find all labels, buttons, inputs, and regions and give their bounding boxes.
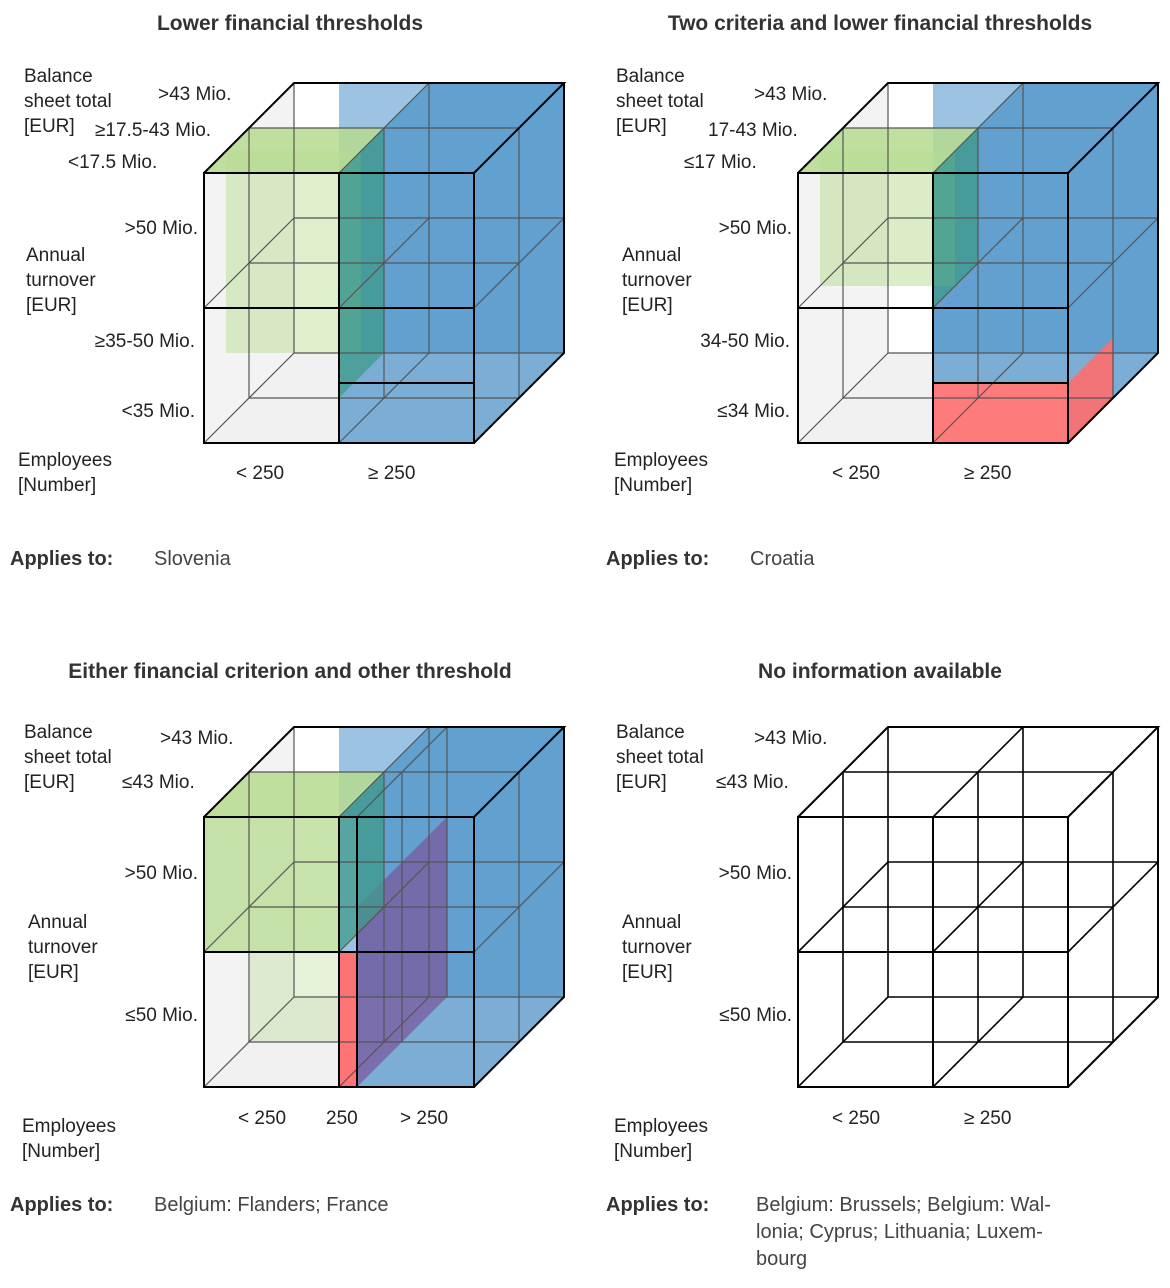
- panel-title: Lower financial thresholds: [156, 12, 424, 35]
- employees-axis-title: Employees [Number]: [614, 450, 708, 496]
- balance-tick-high: >43 Mio.: [158, 84, 232, 105]
- turnover-tick-low: ≤34 Mio.: [717, 401, 790, 422]
- panel-title: No information available: [758, 660, 1002, 683]
- employees-axis-title: Employees [Number]: [18, 450, 112, 496]
- employees-axis-title: Employees [Number]: [614, 1116, 708, 1162]
- balance-tick-low: ≤17 Mio.: [684, 152, 757, 173]
- turnover-tick-high: >50 Mio.: [124, 218, 198, 239]
- panel-title: Either financial criterion and other thr…: [68, 660, 512, 683]
- balance-axis-title: Balance sheet total [EUR]: [616, 722, 704, 793]
- turnover-axis-title: Annual turnover [EUR]: [28, 912, 98, 983]
- panel-no-information: No information available Balance sheet t…: [590, 648, 1170, 1288]
- cube-wireframe-outer: [203, 82, 567, 444]
- balance-tick-high: >43 Mio.: [160, 728, 234, 749]
- turnover-tick-high: >50 Mio.: [718, 218, 792, 239]
- employees-tick-high: ≥ 250: [964, 463, 1012, 484]
- applies-value: Croatia: [750, 548, 815, 570]
- employees-tick-low: < 250: [832, 1108, 881, 1129]
- panel-either-financial-criterion: Either financial criterion and other thr…: [0, 648, 580, 1288]
- balance-axis-title: Balance sheet total [EUR]: [24, 722, 112, 793]
- turnover-tick-low: ≤50 Mio.: [719, 1005, 792, 1026]
- balance-tick-low: ≤43 Mio.: [122, 772, 195, 793]
- panel-two-criteria: Two criteria and lower financial thresho…: [590, 0, 1170, 640]
- employees-tick-low: < 250: [236, 463, 285, 484]
- applies-label: Applies to:: [606, 1194, 710, 1216]
- cube-wireframe-outer: [797, 82, 1161, 444]
- employees-tick-high: ≥ 250: [368, 463, 416, 484]
- employees-tick-low: < 250: [238, 1108, 287, 1129]
- panel-title: Two criteria and lower financial thresho…: [667, 12, 1093, 35]
- cube-region-red-front: [933, 383, 1068, 443]
- turnover-tick-mid: 34-50 Mio.: [700, 331, 790, 352]
- balance-axis-title: Balance sheet total [EUR]: [616, 66, 704, 137]
- employees-tick-mid: 250: [326, 1108, 358, 1129]
- cube-diagram: [203, 82, 567, 444]
- cube-region-red: [339, 952, 357, 1087]
- balance-axis-title: Balance sheet total [EUR]: [24, 66, 112, 137]
- cube-wireframe-outer: [203, 726, 567, 1088]
- turnover-tick-mid: ≥35-50 Mio.: [94, 331, 195, 352]
- applies-value: Slovenia: [154, 548, 231, 570]
- employees-tick-high: ≥ 250: [964, 1108, 1012, 1129]
- turnover-tick-high: >50 Mio.: [124, 863, 198, 884]
- applies-label: Applies to:: [10, 1194, 114, 1216]
- panel-lower-financial-thresholds: Lower financial thresholds: [0, 0, 580, 640]
- cube-diagram: [797, 82, 1161, 444]
- applies-label: Applies to:: [10, 548, 114, 570]
- turnover-axis-title: Annual turnover [EUR]: [622, 912, 692, 983]
- balance-tick-mid: 17-43 Mio.: [708, 120, 798, 141]
- turnover-tick-high: >50 Mio.: [718, 863, 792, 884]
- balance-tick-high: >43 Mio.: [754, 728, 828, 749]
- cube-diagram: [797, 726, 1161, 1088]
- employees-tick-high: > 250: [400, 1108, 449, 1129]
- balance-tick-mid: ≥17.5-43 Mio.: [95, 120, 212, 141]
- employees-tick-low: < 250: [832, 463, 881, 484]
- balance-tick-low: <17.5 Mio.: [68, 152, 158, 173]
- cube-region-red-side: [1068, 338, 1113, 443]
- turnover-tick-low: ≤50 Mio.: [125, 1005, 198, 1026]
- balance-tick-low: ≤43 Mio.: [716, 772, 789, 793]
- balance-tick-high: >43 Mio.: [754, 84, 828, 105]
- applies-value: Belgium: Brussels; Belgium: Wal- lonia; …: [756, 1194, 1051, 1270]
- turnover-tick-low: <35 Mio.: [121, 401, 195, 422]
- applies-value: Belgium: Flanders; France: [154, 1194, 389, 1216]
- employees-axis-title: Employees [Number]: [22, 1116, 116, 1162]
- turnover-axis-title: Annual turnover [EUR]: [622, 245, 692, 316]
- cube-diagram: [203, 726, 567, 1088]
- cube-wireframe-outer: [797, 726, 1161, 1088]
- applies-label: Applies to:: [606, 548, 710, 570]
- turnover-axis-title: Annual turnover [EUR]: [26, 245, 96, 316]
